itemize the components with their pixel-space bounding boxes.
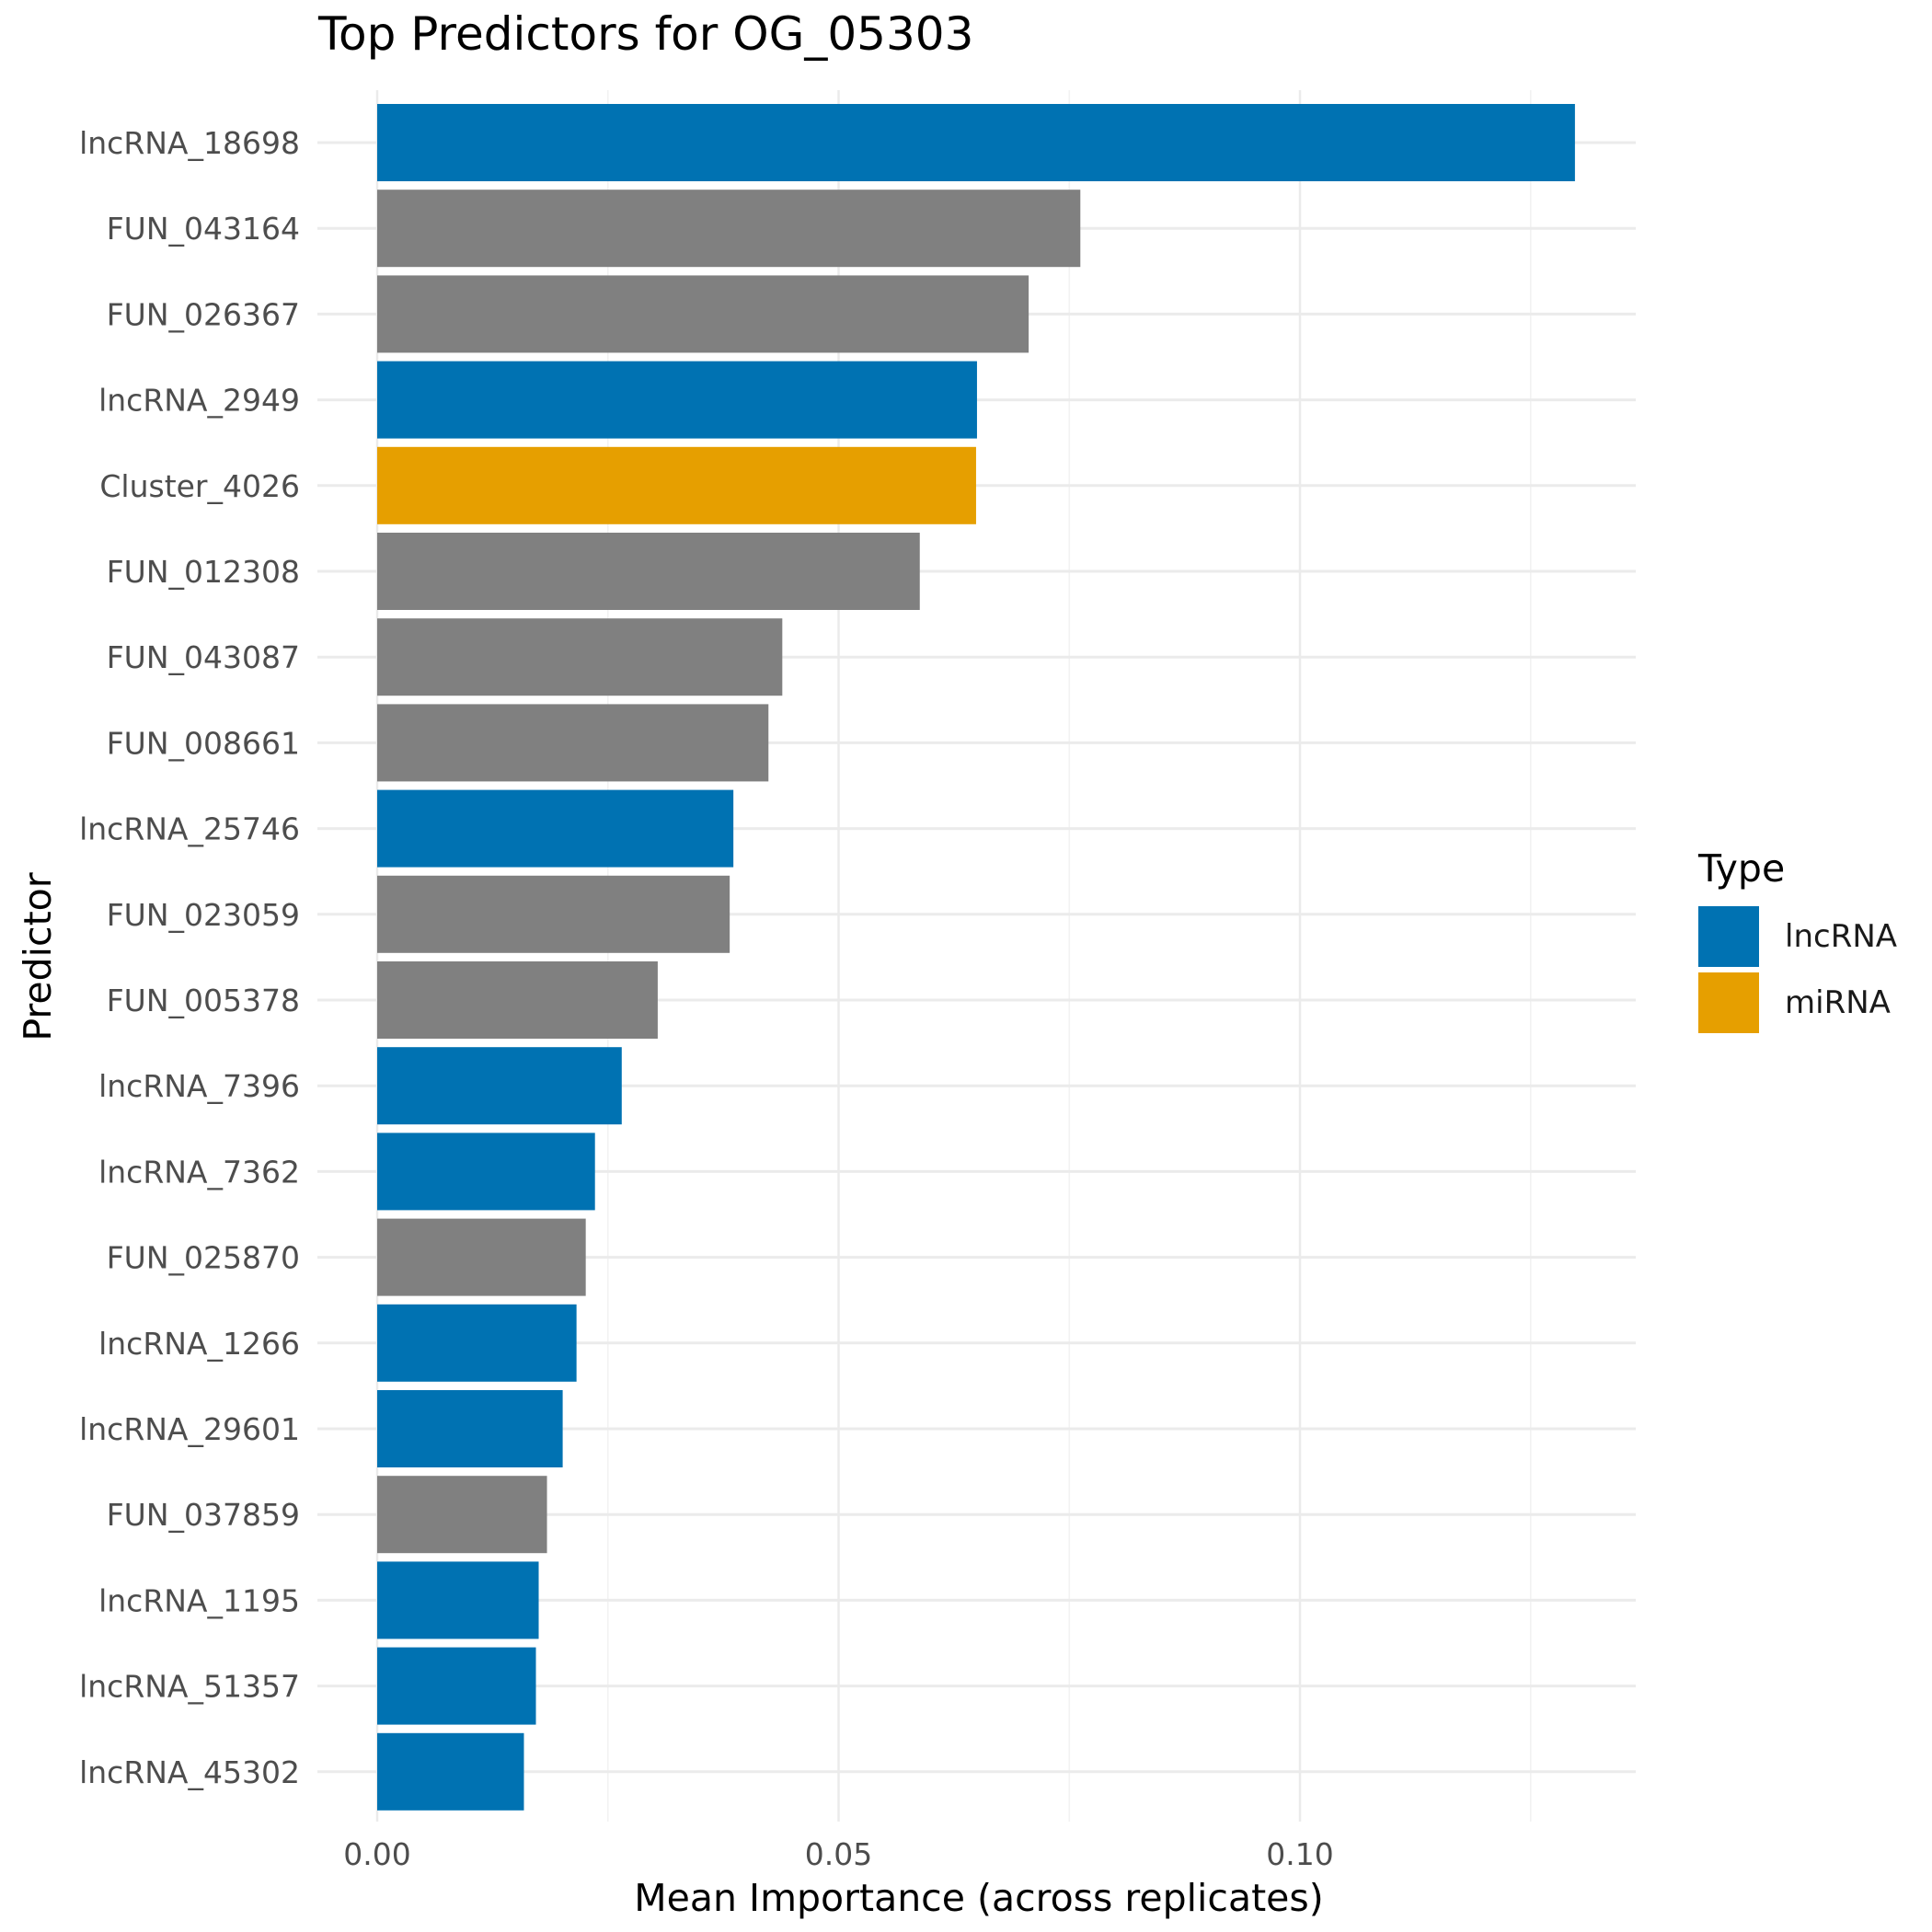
bar-fun_008661 [377,704,769,782]
bar-lncrna_29601 [377,1390,563,1467]
bar-lncrna_18698 [377,104,1575,181]
y-axis-tick-labels: lncRNA_18698 FUN_043164 FUN_026367 lncRNA_2… [79,125,300,1790]
y-tick-label: Cluster_4026 [99,468,300,504]
bar-fun_037859 [377,1476,547,1554]
y-tick-label: FUN_005378 [107,983,300,1018]
y-axis-title: Predictor [16,872,60,1041]
x-tick-label: 0.05 [805,1836,872,1872]
y-tick-label: lncRNA_25746 [79,811,300,847]
bar-fun_005378 [377,961,658,1039]
y-tick-label: lncRNA_7396 [98,1068,300,1104]
bar-lncrna_7362 [377,1133,595,1211]
chart-title: Top Predictors for OG_05303 [318,7,974,61]
y-tick-label: lncRNA_51357 [79,1669,300,1705]
bar-fun_043087 [377,618,783,696]
legend-label-lncrna: lncRNA [1785,918,1898,955]
bar-lncrna_45302 [377,1732,524,1811]
bar-lncrna_25746 [377,789,734,868]
legend-key-lncrna [1698,906,1759,967]
y-tick-label: lncRNA_29601 [79,1411,300,1447]
y-tick-label: FUN_008661 [107,725,300,761]
bar-fun_043164 [377,190,1081,268]
y-tick-label: lncRNA_2949 [98,383,300,419]
y-tick-label: FUN_026367 [107,296,300,332]
bar-fun_026367 [377,275,1029,353]
x-axis-tick-labels: 0.00 0.05 0.10 [343,1836,1333,1872]
x-tick-label: 0.00 [343,1836,410,1872]
legend-item-lncrna: lncRNA [1698,903,1897,970]
y-tick-label: FUN_025870 [107,1240,300,1276]
bars [377,104,1575,1811]
y-tick-label: FUN_043087 [107,639,300,675]
legend-title: Type [1698,846,1786,891]
bar-lncrna_2949 [377,361,977,439]
x-axis-title: Mean Importance (across replicates) [634,1876,1324,1920]
bar-cluster_4026 [377,446,976,524]
bar-fun_025870 [377,1218,586,1296]
bar-fun_023059 [377,875,730,953]
y-tick-label: FUN_023059 [107,897,300,933]
x-tick-label: 0.10 [1266,1836,1333,1872]
legend-item-mirna: miRNA [1698,970,1897,1036]
y-tick-label: lncRNA_18698 [79,125,300,161]
legend-key-mirna [1698,972,1759,1033]
y-tick-label: FUN_012308 [107,554,300,590]
legend: Type lncRNA miRNA [1698,846,1897,1036]
y-tick-label: lncRNA_1266 [98,1326,300,1362]
bar-lncrna_1195 [377,1561,539,1639]
y-tick-label: lncRNA_7362 [98,1154,300,1190]
y-tick-label: FUN_043164 [107,211,300,247]
y-tick-label: lncRNA_45302 [79,1754,300,1790]
y-tick-label: FUN_037859 [107,1497,300,1533]
legend-label-mirna: miRNA [1785,984,1891,1021]
bar-lncrna_1266 [377,1304,577,1382]
bar-lncrna_51357 [377,1647,536,1725]
bar-lncrna_7396 [377,1047,622,1125]
y-tick-label: lncRNA_1195 [98,1582,300,1618]
bar-fun_012308 [377,533,920,610]
